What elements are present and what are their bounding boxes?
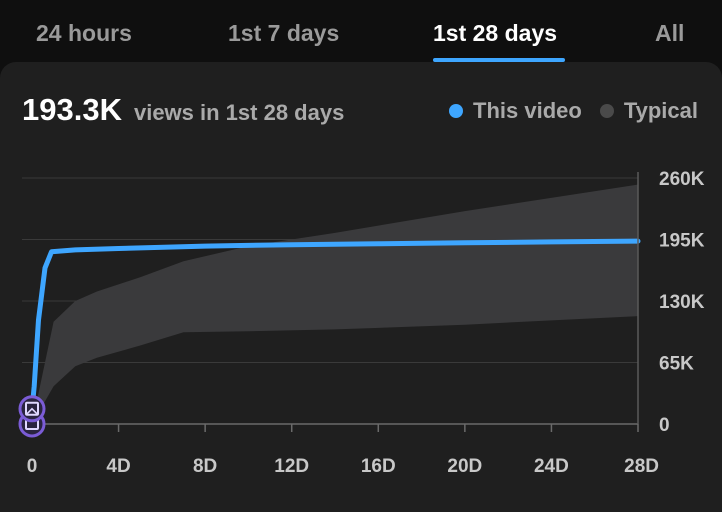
x-tick-label: 20D xyxy=(447,456,482,477)
y-tick-label: 260K xyxy=(659,169,705,190)
y-tick-label: 65K xyxy=(659,354,694,375)
legend-label-this-video: This video xyxy=(473,98,582,123)
tab-all[interactable]: All xyxy=(655,20,685,46)
y-tick-label: 130K xyxy=(659,292,705,313)
x-tick-label: 12D xyxy=(274,456,309,477)
x-tick-label: 8D xyxy=(193,456,217,477)
views-caption: views in 1st 28 days xyxy=(133,100,345,125)
period-tabs: 24 hours 1st 7 days 1st 28 days All xyxy=(0,0,722,62)
views-summary: 193.3K views in 1st 28 days xyxy=(22,92,344,128)
views-total: 193.3K xyxy=(22,92,122,127)
this-video-line-layer xyxy=(29,238,641,413)
typical-band-layer xyxy=(32,184,638,424)
chart-legend: This video Typical xyxy=(431,98,698,124)
chart-markers xyxy=(18,395,46,438)
typical-range-band xyxy=(32,184,638,424)
image-icon xyxy=(18,395,46,423)
active-tab-indicator xyxy=(433,58,565,62)
legend-dot-this-video xyxy=(449,104,464,118)
tab-24-hours[interactable]: 24 hours xyxy=(36,20,132,46)
this-video-line xyxy=(29,238,641,413)
x-tick-label: 0 xyxy=(27,456,38,477)
y-tick-label: 195K xyxy=(659,231,705,252)
x-tick-label: 28D xyxy=(624,456,659,477)
legend-item-this-video: This video xyxy=(449,98,582,124)
legend-item-typical: Typical xyxy=(599,98,698,124)
image-glyph xyxy=(25,401,39,416)
x-tick-label: 24D xyxy=(534,456,569,477)
x-tick-label: 4D xyxy=(106,456,130,477)
tab-first-28-days[interactable]: 1st 28 days xyxy=(433,20,558,46)
y-tick-label: 0 xyxy=(659,415,670,436)
image-glyph-mountain xyxy=(26,407,38,415)
tab-first-7-days[interactable]: 1st 7 days xyxy=(228,20,340,46)
legend-label-typical: Typical xyxy=(623,98,698,123)
x-tick-label: 16D xyxy=(361,456,396,477)
legend-dot-typical xyxy=(599,104,614,118)
